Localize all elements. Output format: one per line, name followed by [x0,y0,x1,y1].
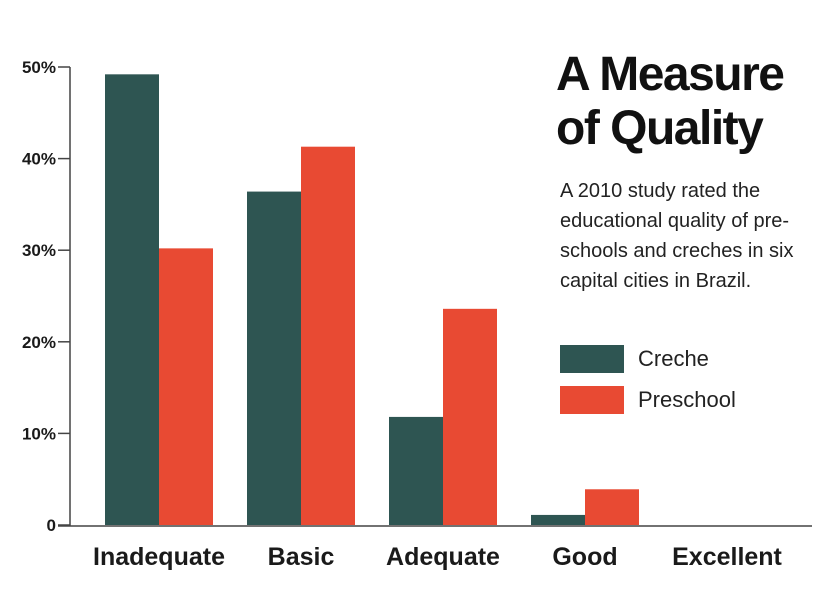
bar-preschool-adequate [443,308,497,525]
x-category-label: Inadequate [93,543,225,571]
bar-creche-basic [247,191,301,526]
y-tick-label: 20% [22,333,56,352]
legend-label-creche: Creche [638,346,709,371]
bar-creche-inadequate [105,74,159,525]
x-category-label: Good [552,543,617,571]
bars [105,74,639,526]
chart-subtitle: A 2010 study rated the educational quali… [560,176,835,296]
chart-subtitle-line-1: A 2010 study rated the [560,180,761,202]
x-axis: Inadequate Basic Adequate Good Excellent [58,525,812,571]
y-axis: 0 10% 20% 30% 40% 50% [22,58,71,535]
legend-item-preschool: Preschool [560,386,736,414]
legend-swatch-preschool [560,386,624,414]
x-category-label: Adequate [386,543,500,571]
chart-title: A Measure of Quality [556,48,836,156]
x-category-label: Excellent [672,543,782,571]
chart-subtitle-line-2: educational quality of pre- [560,210,790,232]
chart-title-line-2: of Quality [556,102,764,155]
bar-creche-adequate [389,416,443,525]
bar-preschool-good [585,489,639,525]
chart-subtitle-line-4: capital cities in Brazil. [560,270,752,292]
chart-title-line-1: A Measure [556,48,785,101]
legend-swatch-creche [560,345,624,373]
bar-preschool-inadequate [159,248,213,526]
chart-subtitle-line-3: schools and creches in six [560,240,794,262]
x-category-label: Basic [268,543,335,571]
y-tick-label: 50% [22,58,56,77]
y-tick-label: 10% [22,424,56,443]
bar-creche-good [531,514,585,525]
legend-label-preschool: Preschool [638,387,736,412]
y-tick-label: 30% [22,241,56,260]
y-tick-label: 0 [47,516,56,535]
legend-item-creche: Creche [560,345,736,373]
y-tick-label: 40% [22,150,56,169]
legend: Creche Preschool [560,345,736,427]
bar-preschool-basic [301,146,355,525]
